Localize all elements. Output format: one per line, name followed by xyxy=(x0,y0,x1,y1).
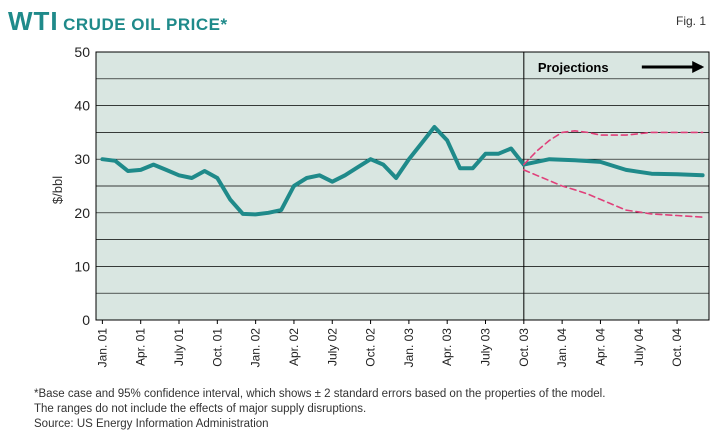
y-axis-label: $/bbl xyxy=(50,176,65,204)
series-line-wti-price xyxy=(100,125,526,217)
series-layer xyxy=(100,125,705,218)
chart-title-rest: CRUDE OIL PRICE* xyxy=(63,15,228,34)
x-tick-label: Oct. 02 xyxy=(364,328,378,367)
y-tick-label: 30 xyxy=(74,151,90,167)
figure-label: Fig. 1 xyxy=(675,14,706,28)
series-line-base-case-projection xyxy=(521,157,705,178)
x-tick-label: Jan. 01 xyxy=(95,328,109,368)
x-tick-label: July 04 xyxy=(632,328,646,366)
x-tick-label: Jan. 04 xyxy=(555,328,569,368)
x-tick-label: July 01 xyxy=(172,328,186,366)
footnote-3: Source: US Energy Information Administra… xyxy=(34,418,269,430)
x-tick-label: Oct. 04 xyxy=(670,328,684,367)
y-tick-label: 10 xyxy=(74,258,90,274)
footnote-1: *Base case and 95% confidence interval, … xyxy=(34,388,606,400)
x-axis-ticks: Jan. 01 Apr. 01 July 01 Oct. 01 Jan. 02 Apr. … xyxy=(95,320,684,367)
y-tick-label: 20 xyxy=(74,205,90,221)
x-tick-label: Oct. 01 xyxy=(210,328,224,367)
x-tick-label: Jan. 03 xyxy=(402,328,416,368)
y-axis-ticks: 0 10 20 30 40 50 xyxy=(74,44,90,328)
chart-title-main: WTI xyxy=(8,6,59,36)
series-line-upper-95-confidence xyxy=(522,130,704,166)
x-tick-label: Apr. 02 xyxy=(287,328,301,366)
footnotes: *Base case and 95% confidence interval, … xyxy=(34,387,605,432)
x-tick-label: Apr. 04 xyxy=(593,328,607,366)
x-tick-label: Apr. 01 xyxy=(134,328,148,366)
line-chart: 0 10 20 30 40 50 Jan. 01 Apr. 01 July 01 Oct. 01… xyxy=(50,44,710,367)
projections-label: Projections xyxy=(538,60,609,75)
x-tick-label: July 02 xyxy=(325,328,339,366)
y-tick-label: 0 xyxy=(82,312,90,328)
x-tick-label: July 03 xyxy=(479,328,493,366)
chart-title: WTI CRUDE OIL PRICE* xyxy=(8,6,228,37)
x-tick-label: Oct. 03 xyxy=(517,328,531,367)
gridlines xyxy=(96,78,709,294)
y-tick-label: 50 xyxy=(74,44,90,60)
y-tick-label: 40 xyxy=(74,98,90,114)
x-tick-label: Apr. 03 xyxy=(440,328,454,366)
series-line-lower-95-confidence xyxy=(522,169,704,218)
x-tick-label: Jan. 02 xyxy=(249,328,263,368)
footnote-2: The ranges do not include the effects of… xyxy=(34,403,367,415)
